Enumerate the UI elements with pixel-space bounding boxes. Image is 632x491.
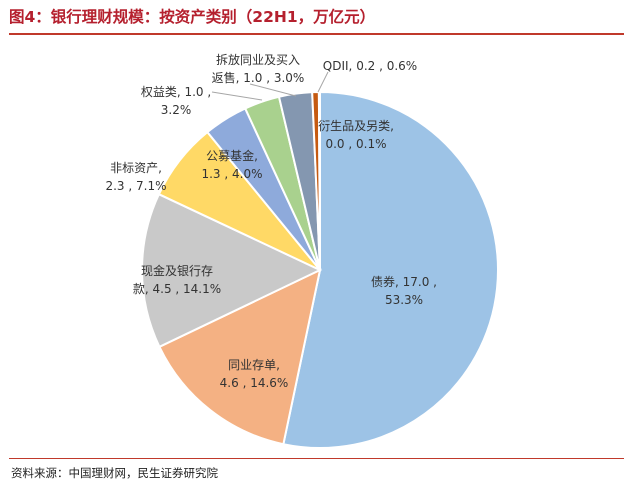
pie-slice-2 xyxy=(158,268,322,446)
slice-label-7: 拆放同业及买入返售, 1.0 , 3.0% xyxy=(212,52,305,85)
title-divider xyxy=(9,33,624,35)
leader-lines xyxy=(211,71,329,101)
slice-label-9: 衍生品及另类, 0.0 , 0.1% xyxy=(318,119,394,151)
leader-line-8 xyxy=(317,71,329,93)
pie-slice-3 xyxy=(141,192,323,349)
leader-line-6 xyxy=(211,91,263,101)
chart-title: 图4：银行理财规模：按资产类别（22H1，万亿元） xyxy=(9,8,376,26)
slice-label-2: 同业存单, 4.6 , 14.6% xyxy=(220,358,289,390)
footer-divider xyxy=(9,458,624,459)
slice-label-8: QDII, 0.2 , 0.6% xyxy=(323,59,417,73)
pie-slices xyxy=(141,90,499,449)
slice-label-6: 权益类, 1.0 , 3.2% xyxy=(141,85,211,117)
slice-label-5: 公募基金, 1.3 , 4.0% xyxy=(201,148,262,181)
slice-label-1: 债券, 17.0 , 53.3% xyxy=(371,274,437,307)
source-note: 资料来源：中国理财网，民生证券研究院 xyxy=(11,466,218,480)
pie-slice-9 xyxy=(317,90,321,271)
pie-slice-1 xyxy=(282,90,499,449)
leader-line-7 xyxy=(249,83,297,97)
slice-label-4: 非标资产, 2.3 , 7.1% xyxy=(105,161,166,193)
slice-labels: 债券, 17.0 , 53.3% 同业存单, 4.6 , 14.6% 现金及银行存款, … xyxy=(105,52,437,390)
slice-label-3: 现金及银行存款, 4.5 , 14.1% xyxy=(133,263,221,296)
